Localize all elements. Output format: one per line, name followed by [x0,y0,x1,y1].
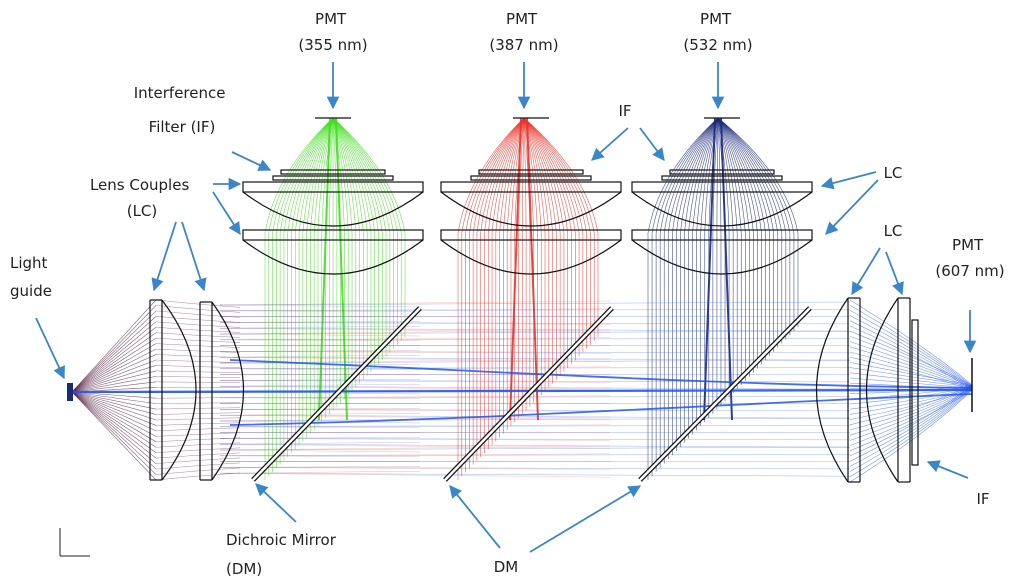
arrow-dm-1 [255,483,297,523]
lens-couples-label: Lens Couples (LC) [90,176,194,220]
dichroic-mirror-1 [251,306,422,482]
dichroic-mirror-2 [443,306,614,482]
arrow-if-left [231,151,272,171]
arrow-if-right [926,460,969,479]
arrow-lc-top-1 [820,171,877,190]
light-guide-label: Light guide [10,254,52,300]
lc-top-right-label: LC [884,164,903,182]
source-rays [71,299,421,481]
upper-optics-stacks [242,117,813,275]
rays-387nm [219,117,611,480]
interference-filter-right [911,319,919,466]
pmt-387-label: PMT (387 nm) [489,10,558,54]
pmt-532-label: PMT (532 nm) [683,10,752,54]
arrow-dm-3 [529,485,642,553]
rays-355nm [264,117,406,480]
pmt-355-label: PMT (355 nm) [298,10,367,54]
lc-right-label: LC [884,222,903,240]
arrow-lc-left-2 [181,221,207,292]
arrow-lc-top-2 [825,179,879,235]
lens-couple-right [816,297,919,483]
annotation-arrows [35,62,977,553]
arrow-lc-left-1 [151,221,177,292]
pmt-607-label: PMT (607 nm) [935,236,1004,280]
arrow-if-2 [639,127,665,162]
dichroic-mirrors [251,306,812,482]
lens-couple-left [149,299,244,481]
arrow-dm-2 [449,485,501,549]
rays-607nm [71,299,973,483]
interference-filter-label: Interference Filter (IF) [134,84,231,136]
light-guide-tip [67,383,73,401]
if-right-label: IF [976,490,989,508]
axis-indicator [59,528,90,557]
arrow-lc-right-1 [851,247,881,296]
arrow-light-guide [35,317,65,380]
arrow-lc-right-2 [885,251,904,296]
arrow-if-1 [591,127,629,161]
arrow-lc-2 [212,191,241,236]
dm-bottom-label: DM [494,558,519,576]
dichroic-mirror-3 [638,306,812,482]
dichroic-mirror-label: Dichroic Mirror (DM) [226,531,341,578]
if-top-label: IF [618,102,631,120]
